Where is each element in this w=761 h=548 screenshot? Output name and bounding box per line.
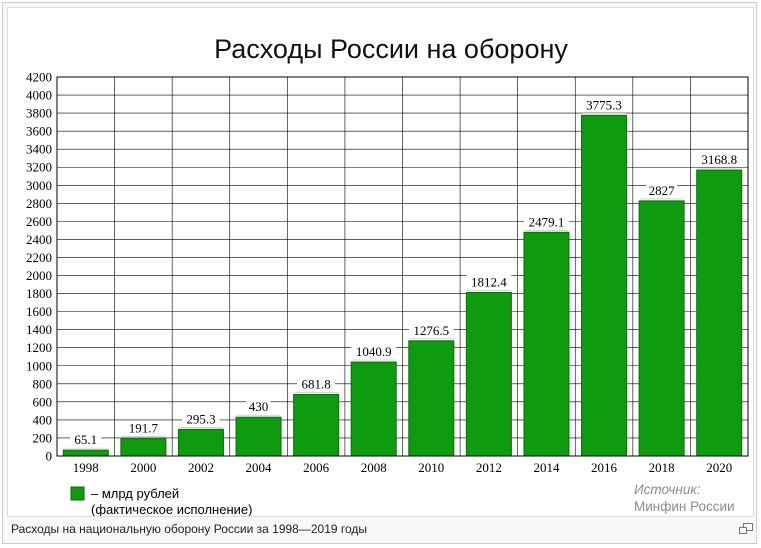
y-tick-label: 2800 (26, 196, 52, 211)
bar-2002[interactable] (177, 428, 224, 457)
bar-2020[interactable] (696, 169, 743, 457)
data-label-bg (351, 344, 397, 360)
data-label-2002: 295.3 (186, 411, 215, 426)
y-tick-label: 600 (33, 394, 53, 409)
plot-frame (56, 76, 749, 457)
y-tick-label: 3000 (26, 178, 52, 193)
data-label-bg (297, 376, 336, 392)
y-tick-label: 3200 (26, 160, 52, 175)
x-tick-label-2002: 2002 (188, 460, 214, 475)
data-labels-layer: 65.1 191.7 295.3 430 681.8 1040.9 1276.5 1812.4… (63, 97, 742, 449)
y-tick-label: 200 (33, 430, 53, 445)
data-label-bg (124, 420, 163, 436)
y-tick-label: 3400 (26, 142, 52, 157)
y-tick-label: 4000 (26, 88, 52, 103)
chart-title: Расходы России на оборону (214, 34, 568, 64)
y-tick-label: 1800 (26, 286, 52, 301)
bar-2010[interactable] (408, 340, 455, 457)
bar-2018[interactable] (638, 200, 685, 457)
y-tick-label: 1000 (26, 358, 52, 373)
x-tick-label-2010: 2010 (418, 460, 444, 475)
bar-2012[interactable] (465, 291, 512, 457)
data-label-2004: 430 (249, 399, 269, 414)
data-label-bg (524, 214, 569, 230)
x-tick-label-2012: 2012 (476, 460, 502, 475)
x-tick-label-2014: 2014 (533, 460, 560, 475)
source-label: Источник: (634, 482, 701, 497)
data-label-bg (466, 274, 512, 290)
y-tick-label: 1400 (26, 322, 52, 337)
x-tick-label-1998: 1998 (73, 460, 99, 475)
bar-2016[interactable] (581, 114, 628, 457)
bar-2000[interactable] (120, 438, 167, 457)
y-tick-label: 1200 (26, 340, 52, 355)
bar-2004[interactable] (235, 416, 282, 457)
bar-2014[interactable] (523, 231, 570, 457)
y-tick-label: 400 (33, 412, 53, 427)
data-label-2020: 3168.8 (701, 152, 737, 167)
x-tick-label-2016: 2016 (591, 460, 618, 475)
y-tick-label: 2600 (26, 214, 52, 229)
data-label-bg (646, 182, 678, 198)
bars-layer (62, 114, 743, 457)
y-tick-label: 3600 (26, 124, 52, 139)
bar-2008[interactable] (350, 361, 397, 457)
legend-label-line2: (фактическое исполнение) (91, 502, 252, 516)
data-label-bg (581, 97, 627, 113)
axis-layer: 0 200 400 600 800 1000 1200 1400 1600 1800 2000 220… (26, 70, 749, 475)
enlarge-icon[interactable] (739, 523, 753, 534)
data-label-2014: 2479.1 (529, 214, 565, 229)
data-label-bg (246, 399, 271, 415)
data-label-2006: 681.8 (302, 376, 331, 391)
legend-label-line1: – млрд рублей (91, 486, 179, 501)
data-label-2008: 1040.9 (356, 344, 392, 359)
data-label-bg (408, 322, 454, 338)
x-tick-label-2008: 2008 (361, 460, 387, 475)
x-tick-label-2018: 2018 (649, 460, 675, 475)
x-tick-label-2006: 2006 (303, 460, 330, 475)
image-caption: Расходы на национальную оборону России з… (11, 522, 368, 536)
y-tick-label: 3800 (26, 106, 52, 121)
data-label-bg (696, 152, 742, 168)
y-tick-label: 1600 (26, 304, 52, 319)
source-name: Минфин России (634, 499, 735, 514)
y-tick-label: 2400 (26, 232, 52, 247)
data-label-2018: 2827 (649, 183, 676, 198)
x-tick-label-2020: 2020 (706, 460, 732, 475)
data-label-bg (181, 411, 220, 427)
y-tick-label: 800 (33, 376, 53, 391)
chart-figure[interactable]: Расходы России на оборону 65.1 191.7 295.3… (7, 7, 754, 517)
bar-2006[interactable] (293, 393, 340, 457)
data-label-1998: 65.1 (74, 432, 97, 447)
bar-1998[interactable] (62, 449, 109, 457)
legend-swatch (70, 486, 85, 501)
data-label-2000: 191.7 (129, 421, 159, 436)
x-tick-label-2004: 2004 (246, 460, 273, 475)
data-label-2010: 1276.5 (413, 323, 449, 338)
y-tick-label: 4200 (26, 70, 52, 85)
data-label-2016: 3775.3 (586, 97, 622, 112)
data-label-bg (70, 432, 102, 448)
y-tick-label: 2200 (26, 250, 52, 265)
y-tick-label: 2000 (26, 268, 52, 283)
x-tick-label-2000: 2000 (130, 460, 156, 475)
y-tick-label: 0 (46, 449, 53, 464)
data-label-2012: 1812.4 (471, 274, 507, 289)
chart-svg: Расходы России на оборону 65.1 191.7 295.3… (26, 34, 749, 516)
